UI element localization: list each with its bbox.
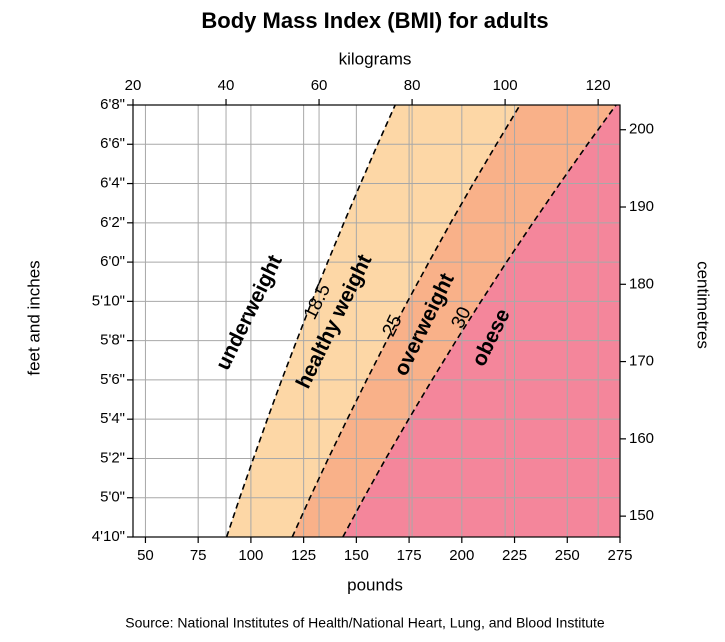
x-tick-label: 150 <box>344 547 369 564</box>
bmi-boundary <box>342 104 617 538</box>
x-tick-label: 200 <box>449 547 474 564</box>
y2-axis-label: centimetres <box>694 261 713 349</box>
y2-tick-label: 160 <box>629 430 654 447</box>
x-tick-label: 275 <box>607 547 632 564</box>
x-tick-label: 100 <box>238 547 263 564</box>
y2-tick-label: 190 <box>629 198 654 215</box>
x2-tick-label: 80 <box>404 77 421 94</box>
y2-tick-label: 170 <box>629 353 654 370</box>
x-axis-label: pounds <box>347 575 403 594</box>
y2-tick-label: 180 <box>629 275 654 292</box>
y-tick-label: 4'10" <box>92 528 125 545</box>
x-tick-label: 125 <box>291 547 316 564</box>
y-tick-label: 6'0" <box>100 253 125 270</box>
y-tick-label: 6'2" <box>100 214 125 231</box>
y2-tick-label: 150 <box>629 507 654 524</box>
bmi-boundary <box>291 104 521 538</box>
y-tick-label: 5'0" <box>100 489 125 506</box>
y-tick-label: 5'4" <box>100 410 125 427</box>
x2-tick-label: 100 <box>493 77 518 94</box>
x-tick-label: 50 <box>137 547 154 564</box>
x2-tick-label: 60 <box>311 77 328 94</box>
x2-tick-label: 120 <box>586 77 611 94</box>
plot-frame <box>132 104 621 538</box>
plot-area <box>133 105 620 537</box>
y2-tick-label: 200 <box>629 121 654 138</box>
y-tick-label: 5'10" <box>92 292 125 309</box>
x-tick-label: 250 <box>555 547 580 564</box>
x-tick-label: 75 <box>190 547 207 564</box>
y-tick-label: 5'2" <box>100 449 125 466</box>
x-tick-label: 225 <box>502 547 527 564</box>
y-tick-label: 5'8" <box>100 332 125 349</box>
x-tick-label: 175 <box>397 547 422 564</box>
y-tick-label: 6'6" <box>100 135 125 152</box>
source-note: Source: National Institutes of Health/Na… <box>125 615 605 631</box>
chart-title: Body Mass Index (BMI) for adults <box>201 8 548 33</box>
y-tick-label: 5'6" <box>100 371 125 388</box>
x2-tick-label: 20 <box>125 77 142 94</box>
region-healthy <box>226 105 521 537</box>
y-tick-label: 6'4" <box>100 175 125 192</box>
region-overweight <box>292 105 616 537</box>
x2-tick-label: 40 <box>218 77 235 94</box>
y-axis-label: feet and inches <box>24 260 43 375</box>
y-tick-label: 6'8" <box>100 96 125 113</box>
bmi-boundary <box>225 104 396 538</box>
x2-axis-label: kilograms <box>339 49 412 68</box>
